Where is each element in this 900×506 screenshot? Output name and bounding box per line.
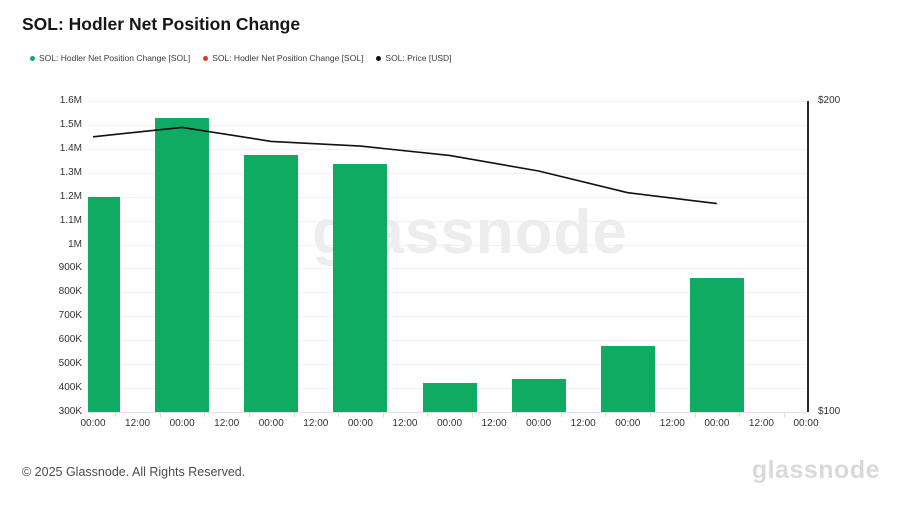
x-axis-label: 00:00 bbox=[793, 418, 819, 429]
gridline bbox=[88, 220, 808, 222]
legend-item-label: SOL: Hodler Net Position Change [SOL] bbox=[39, 53, 191, 63]
y-axis-left-label: 400K bbox=[58, 382, 82, 394]
x-axis-label: 00:00 bbox=[526, 418, 552, 429]
y-axis-left-label: 1.3M bbox=[59, 166, 82, 178]
x-axis-label: 00:00 bbox=[169, 418, 195, 429]
x-axis-label: 00:00 bbox=[704, 418, 730, 429]
x-axis-tick bbox=[338, 413, 340, 417]
x-axis-tick bbox=[471, 413, 473, 417]
legend-item-2[interactable]: SOL: Price [USD] bbox=[376, 53, 452, 63]
gridline bbox=[88, 268, 808, 270]
x-axis-label: 12:00 bbox=[570, 418, 596, 429]
gridline bbox=[88, 124, 808, 126]
x-axis-tick bbox=[248, 413, 250, 417]
footer-copyright: © 2025 Glassnode. All Rights Reserved. bbox=[22, 465, 246, 479]
legend-item-1[interactable]: SOL: Hodler Net Position Change [SOL] bbox=[203, 53, 363, 63]
bar-day-3[interactable] bbox=[244, 154, 299, 412]
page-title: SOL: Hodler Net Position Change bbox=[22, 14, 301, 34]
bar-day-5[interactable] bbox=[422, 383, 477, 412]
gridline bbox=[88, 412, 808, 413]
bars-layer bbox=[88, 101, 810, 412]
x-axis-label: 00:00 bbox=[436, 418, 463, 429]
y-axis-left-label: 1.1M bbox=[59, 214, 82, 226]
gridline bbox=[88, 292, 808, 294]
footer-logo: glassnode bbox=[751, 456, 880, 484]
x-axis-tick bbox=[293, 413, 295, 417]
y-axis-left-label: 1M bbox=[68, 238, 82, 250]
x-axis-tick bbox=[739, 413, 741, 417]
legend-item-0[interactable]: SOL: Hodler Net Position Change [SOL] bbox=[30, 53, 190, 63]
y-axis-left-label: 1.2M bbox=[59, 190, 82, 202]
gridline bbox=[88, 244, 808, 246]
y-axis-left-label: 500K bbox=[58, 358, 82, 370]
x-axis-label: 12:00 bbox=[125, 418, 151, 429]
bar-day-7[interactable] bbox=[600, 346, 655, 412]
x-axis-label: 12:00 bbox=[303, 418, 329, 429]
red-dot-icon bbox=[203, 55, 209, 61]
x-axis-tick bbox=[560, 413, 562, 417]
bar-day-1[interactable] bbox=[88, 196, 120, 412]
x-axis-label: 00:00 bbox=[80, 418, 106, 429]
black-dot-icon bbox=[376, 55, 382, 61]
bar-day-2[interactable] bbox=[155, 117, 210, 412]
x-axis-tick bbox=[783, 413, 785, 417]
gridline bbox=[88, 364, 808, 366]
bar-day-4[interactable] bbox=[333, 164, 388, 412]
x-axis-label: 00:00 bbox=[347, 418, 373, 429]
x-axis-label: 12:00 bbox=[748, 418, 774, 429]
y-axis-right-line bbox=[807, 101, 809, 412]
legend: SOL: Hodler Net Position Change [SOL] SOL… bbox=[30, 53, 452, 63]
y-axis-left-label: 1.5M bbox=[59, 118, 82, 130]
x-axis-label: 12:00 bbox=[659, 418, 685, 429]
x-axis-tick bbox=[694, 413, 696, 417]
bar-day-8[interactable] bbox=[689, 278, 744, 412]
y-axis-left-label: 1.4M bbox=[59, 142, 82, 154]
x-axis-tick bbox=[382, 413, 384, 417]
x-axis-tick bbox=[605, 413, 607, 417]
y-axis-left-label: 600K bbox=[58, 334, 82, 346]
x-axis-tick bbox=[115, 413, 117, 417]
x-axis-tick bbox=[650, 413, 652, 417]
x-axis-tick bbox=[204, 413, 206, 417]
y-axis-left-label: 700K bbox=[58, 310, 82, 322]
bar-day-6[interactable] bbox=[511, 378, 566, 412]
green-dot-icon bbox=[30, 55, 35, 61]
legend-item-label: SOL: Price [USD] bbox=[385, 53, 452, 63]
y-axis-right-label: $200 bbox=[818, 95, 841, 106]
gridline bbox=[88, 340, 808, 342]
y-axis-left-label: 300K bbox=[58, 406, 82, 417]
gridline bbox=[88, 101, 808, 102]
x-axis-label: 00:00 bbox=[258, 418, 284, 429]
x-axis-tick bbox=[427, 413, 429, 417]
y-axis-left-label: 900K bbox=[58, 262, 82, 274]
x-axis-label: 12:00 bbox=[481, 418, 507, 429]
y-axis-right-label: $100 bbox=[818, 406, 841, 417]
x-axis-tick bbox=[159, 413, 161, 417]
y-axis-left-label: 800K bbox=[58, 286, 82, 298]
x-axis-tick bbox=[516, 413, 518, 417]
legend-item-label: SOL: Hodler Net Position Change [SOL] bbox=[212, 53, 364, 63]
x-axis-label: 12:00 bbox=[392, 418, 418, 429]
x-axis-label: 00:00 bbox=[615, 418, 641, 429]
y-axis-left-label: 1.6M bbox=[59, 95, 82, 106]
x-axis-label: 12:00 bbox=[214, 418, 240, 429]
gridline bbox=[88, 316, 808, 318]
